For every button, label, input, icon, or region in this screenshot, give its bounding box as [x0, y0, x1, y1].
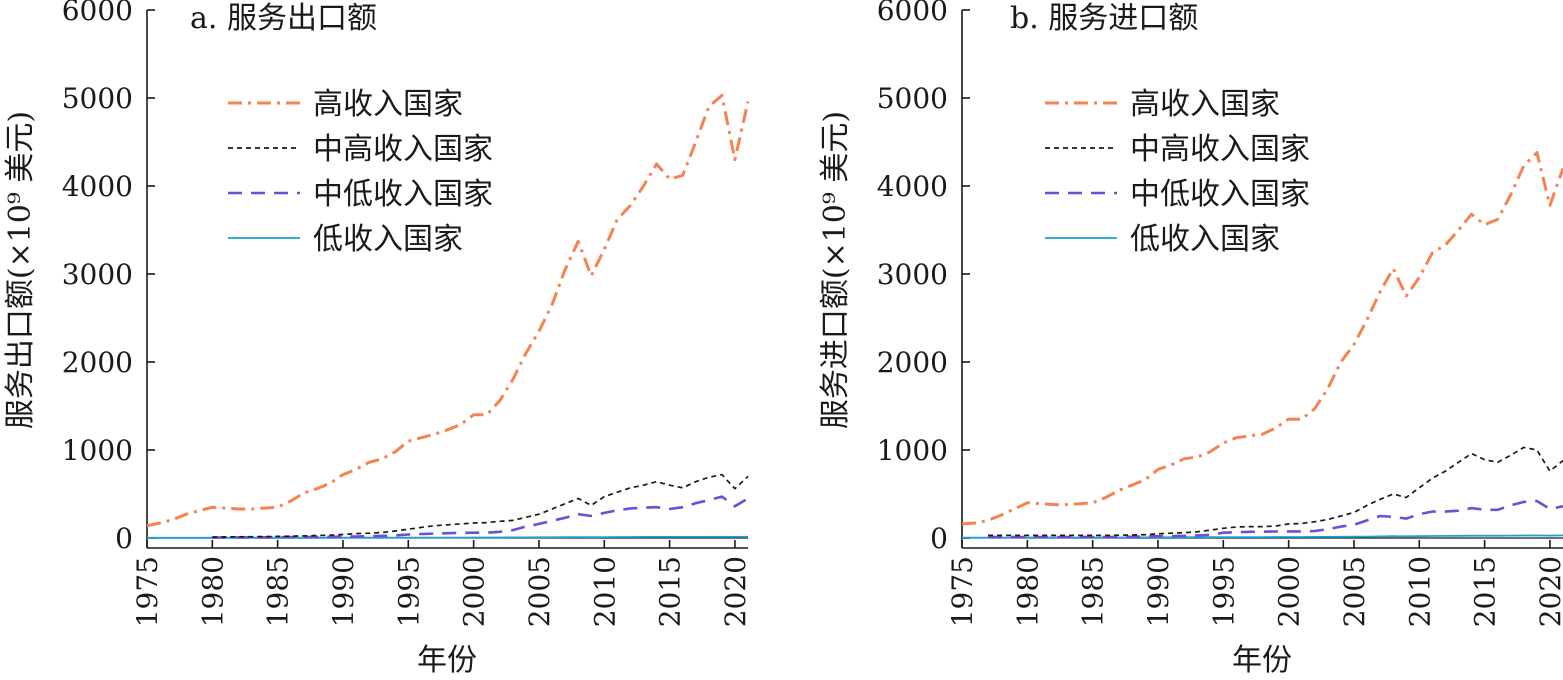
panel-a-x-tick-label: 2015 [654, 556, 687, 627]
panel-a-x-axis-title: 年份 [417, 643, 477, 678]
panel-b: b. 服务进口额 年份 服务进口额(×10⁹ 美元) 0 1000 2000 3000… [818, 0, 1563, 678]
panel-a-legend-label: 低收入国家 [313, 222, 463, 257]
panel-b-plot: 0 1000 2000 3000 4000 5000 6000 1975 1980 1985 199… [877, 0, 1563, 627]
panel-b-x-tick-label: 1985 [1077, 556, 1110, 627]
panel-a-x-tick-label: 2020 [719, 556, 752, 627]
panel-b-x-axis-title: 年份 [1232, 643, 1292, 678]
panel-b-y-tick-label: 2000 [877, 346, 948, 379]
panel-b-y-tick-label: 6000 [877, 0, 948, 27]
panel-a-y-tick-label: 0 [115, 522, 133, 555]
panel-a-y-axis-title: 服务出口额(×10⁹ 美元) [3, 111, 38, 429]
panel-b-x-tick-label: 2005 [1338, 556, 1371, 627]
panel-a-y-tick-label: 6000 [62, 0, 133, 27]
panel-a-y-tick-label: 5000 [62, 82, 133, 115]
panel-b-x-tick-label: 1995 [1207, 556, 1240, 627]
panel-b-series-line-2 [988, 446, 1563, 537]
panel-b-legend-label: 高收入国家 [1130, 87, 1280, 122]
panel-a-legend-label: 中低收入国家 [313, 177, 493, 212]
panel-b-x-tick-label: 1990 [1142, 556, 1175, 627]
panel-a-title: a. 服务出口额 [190, 1, 377, 36]
panel-b-x-tick-label: 1980 [1011, 556, 1044, 627]
panel-b-x-tick-label: 2015 [1469, 556, 1502, 627]
panel-a-y-tick-label: 2000 [62, 346, 133, 379]
panel-a-x-tick-label: 2010 [588, 556, 621, 627]
panel-a-x-tick-label: 1975 [131, 556, 164, 627]
panel-a-y-tick-label: 4000 [62, 170, 133, 203]
panel-b-series-line-3 [988, 499, 1563, 539]
panel-a-x-tick-label: 1985 [262, 556, 295, 627]
panel-b-y-tick-label: 1000 [877, 434, 948, 467]
panel-a-legend-label: 中高收入国家 [313, 132, 493, 167]
panel-b-y-tick-label: 4000 [877, 170, 948, 203]
panel-a-y-tick-label: 1000 [62, 434, 133, 467]
panel-a-y-tick-label: 3000 [62, 258, 133, 291]
panel-a-series-line-2 [212, 473, 749, 538]
panel-a-x-tick-label: 1990 [327, 556, 360, 627]
panel-b-title: b. 服务进口额 [1010, 1, 1198, 36]
panel-b-x-tick-label: 2010 [1403, 556, 1436, 627]
panel-a-x-tick-label: 1995 [392, 556, 425, 627]
panel-a-series-line-1 [146, 93, 750, 528]
panel-b-y-tick-label: 5000 [877, 82, 948, 115]
panel-b-legend-label: 中高收入国家 [1130, 132, 1310, 167]
panel-b-legend-label: 中低收入国家 [1130, 177, 1310, 212]
panel-b-y-tick-label: 3000 [877, 258, 948, 291]
panel-b-x-tick-label: 2000 [1273, 556, 1306, 627]
panel-a-x-tick-label: 2000 [458, 556, 491, 627]
panel-a-x-tick-label: 2005 [523, 556, 556, 627]
panel-a-legend-label: 高收入国家 [313, 87, 463, 122]
panel-b-y-axis-title: 服务进口额(×10⁹ 美元) [818, 111, 853, 429]
panel-b-x-tick-label: 1975 [946, 556, 979, 627]
panel-b-y-tick-label: 0 [930, 522, 948, 555]
panel-b-x-tick-label: 2020 [1534, 556, 1563, 627]
panel-b-legend-label: 低收入国家 [1130, 222, 1280, 257]
panel-a-x-tick-label: 1980 [196, 556, 229, 627]
panel-a-series-line-3 [212, 495, 749, 539]
panel-b-series-line-1 [961, 151, 1563, 526]
panel-a: a. 服务出口额 年份 服务出口额(×10⁹ 美元) 0 1000 2000 3000… [3, 0, 752, 678]
panel-a-plot: 0 1000 2000 3000 4000 5000 6000 1975 1980 1985 199… [62, 0, 752, 627]
